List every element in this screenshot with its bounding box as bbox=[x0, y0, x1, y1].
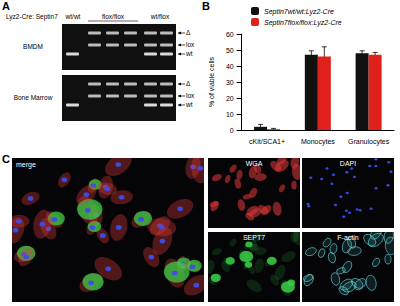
svg-text:10: 10 bbox=[226, 111, 234, 118]
svg-text:wt/wt: wt/wt bbox=[65, 13, 81, 20]
svg-text:B: B bbox=[202, 0, 210, 12]
svg-text:C: C bbox=[2, 153, 10, 165]
svg-text:DAPI: DAPI bbox=[340, 160, 356, 167]
svg-text:F-actin: F-actin bbox=[337, 234, 359, 241]
svg-text:BMDM: BMDM bbox=[23, 43, 43, 50]
svg-text:Granulocytes: Granulocytes bbox=[348, 138, 390, 146]
svg-text:flox/flox: flox/flox bbox=[102, 13, 125, 20]
svg-text:merge: merge bbox=[16, 161, 36, 169]
svg-text:0: 0 bbox=[230, 127, 234, 134]
svg-text:Lyz2-Cre: Septin7: Lyz2-Cre: Septin7 bbox=[6, 13, 58, 21]
svg-text:Septin7wt/wt:Lyz2-Cre: Septin7wt/wt:Lyz2-Cre bbox=[264, 8, 334, 16]
svg-text:A: A bbox=[2, 0, 10, 12]
svg-text:Bone Marrow: Bone Marrow bbox=[14, 94, 53, 101]
svg-text:Septin7flox/flox:Lyz2-Cre: Septin7flox/flox:Lyz2-Cre bbox=[264, 19, 342, 27]
svg-text:SEPT7: SEPT7 bbox=[243, 234, 265, 241]
svg-text:lox: lox bbox=[186, 92, 195, 99]
svg-text:60: 60 bbox=[226, 31, 234, 38]
svg-text:% of viable cells: % of viable cells bbox=[208, 56, 215, 107]
svg-text:20: 20 bbox=[226, 95, 234, 102]
svg-text:cKit/SCA1+: cKit/SCA1+ bbox=[249, 138, 285, 145]
svg-text:30: 30 bbox=[226, 79, 234, 86]
svg-text:wt: wt bbox=[185, 50, 193, 57]
svg-text:Δ: Δ bbox=[186, 29, 191, 36]
svg-text:wt: wt bbox=[185, 101, 193, 108]
svg-text:WGA: WGA bbox=[246, 160, 263, 167]
svg-text:lox: lox bbox=[186, 41, 195, 48]
svg-text:wt/flox: wt/flox bbox=[150, 13, 170, 20]
svg-text:40: 40 bbox=[226, 63, 234, 70]
svg-text:Monocytes: Monocytes bbox=[301, 138, 335, 146]
svg-text:50: 50 bbox=[226, 47, 234, 54]
svg-text:Δ: Δ bbox=[186, 80, 191, 87]
